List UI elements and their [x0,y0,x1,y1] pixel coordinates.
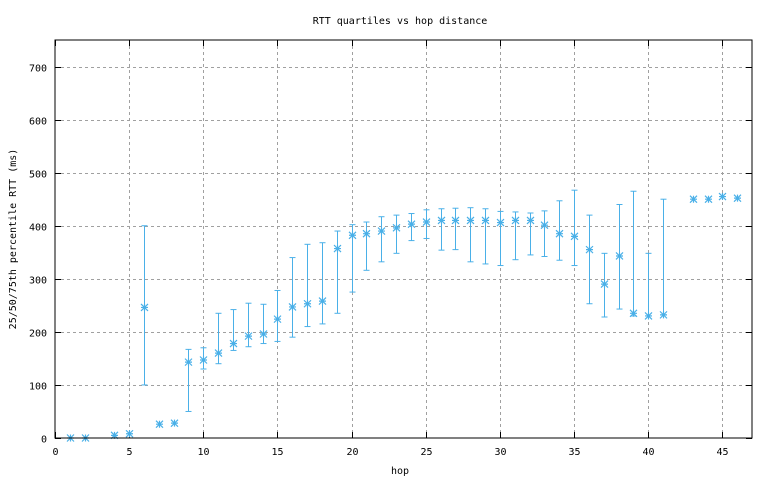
median-point [333,244,342,253]
median-point [704,195,713,204]
median-point [125,429,134,438]
median-point [570,232,579,241]
median-point [659,310,668,319]
median-point [585,245,594,254]
median-point [288,303,297,311]
x-tick-label: 0 [52,447,58,458]
median-point [244,332,253,341]
x-tick-label: 15 [271,447,283,458]
x-tick-label: 35 [568,447,580,458]
x-tick-label: 5 [126,447,132,458]
median-point [348,231,357,240]
median-point [155,420,164,429]
y-tick-label: 700 [29,64,47,75]
median-point [214,349,223,358]
chart-title: RTT quartiles vs hop distance [313,16,488,27]
grid [55,40,752,438]
median-point [718,192,727,201]
plot-frame [54,39,753,439]
median-point [407,220,416,229]
median-point [422,218,431,226]
median-point [526,216,535,225]
y-tick-label: 0 [41,435,47,446]
median-point [318,297,327,306]
axis-ticks: 0 5 10 15 20 25 30 35 40 45 0 100 200 300 400 500 600 700 [29,40,752,458]
median-point [110,431,119,440]
median-point [511,216,520,225]
median-point [303,299,312,308]
y-tick-label: 500 [29,170,47,181]
median-point [377,227,386,235]
x-tick-label: 20 [346,447,358,458]
x-tick-label: 25 [420,447,432,458]
x-tick-label: 45 [716,447,728,458]
median-point [259,330,268,338]
median-point [466,216,475,225]
median-point [229,339,238,348]
median-point [496,218,505,227]
median-point [615,252,624,260]
x-tick-label: 40 [642,447,654,458]
y-tick-label: 600 [29,117,47,128]
median-point [392,223,401,232]
median-point [600,280,609,289]
median-point [451,216,460,225]
data-marks [66,189,742,442]
x-tick-label: 30 [494,447,506,458]
median-point [644,312,653,320]
median-point [555,229,564,238]
x-axis-label: hop [391,466,409,477]
x-tick-label: 10 [197,447,209,458]
median-point [689,195,698,204]
median-point [170,419,179,428]
median-point [362,229,371,238]
median-point [140,303,149,312]
median-point [481,216,490,225]
y-tick-label: 200 [29,329,47,340]
median-point [273,315,282,324]
median-point [540,221,549,230]
y-axis-label: 25/50/75th percentile RTT (ms) [8,149,19,330]
median-point [184,358,193,367]
median-point [437,216,446,225]
y-tick-label: 100 [29,382,47,393]
median-point [733,194,742,203]
median-point [629,309,638,318]
y-tick-label: 400 [29,223,47,234]
median-point [199,356,208,364]
y-tick-label: 300 [29,276,47,287]
